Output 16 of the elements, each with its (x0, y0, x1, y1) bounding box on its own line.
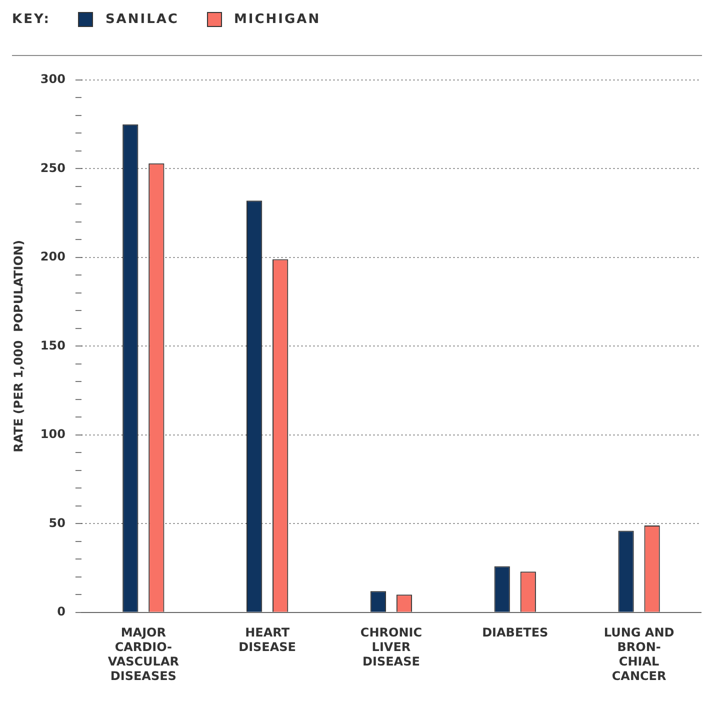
y-tick-label: 0 (57, 604, 66, 619)
x-tick-label: MAJOR CARDIO-VASCULAR DISEASES (108, 626, 179, 683)
x-tick-label: DIABETES (482, 626, 548, 640)
x-tick-label: LUNG AND BRON-CHIAL CANCER (604, 626, 674, 683)
x-tick-label: CHRONIC LIVER DISEASE (360, 626, 422, 669)
legend-label: SANILAC (105, 12, 179, 26)
y-tick-label: 150 (40, 338, 66, 352)
y-tick-label: 50 (48, 516, 66, 530)
x-tick-label: HEART DISEASE (238, 626, 296, 654)
y-tick-label: 250 (40, 160, 66, 175)
y-axis-title: RATE (PER 1,000 POPULATION) (11, 240, 26, 452)
legend-label: MICHIGAN (234, 12, 321, 26)
y-tick-label: 300 (40, 72, 66, 86)
y-tick-label: 100 (40, 427, 66, 442)
y-tick-label: 200 (40, 250, 66, 264)
legend-title: KEY: (12, 12, 50, 26)
